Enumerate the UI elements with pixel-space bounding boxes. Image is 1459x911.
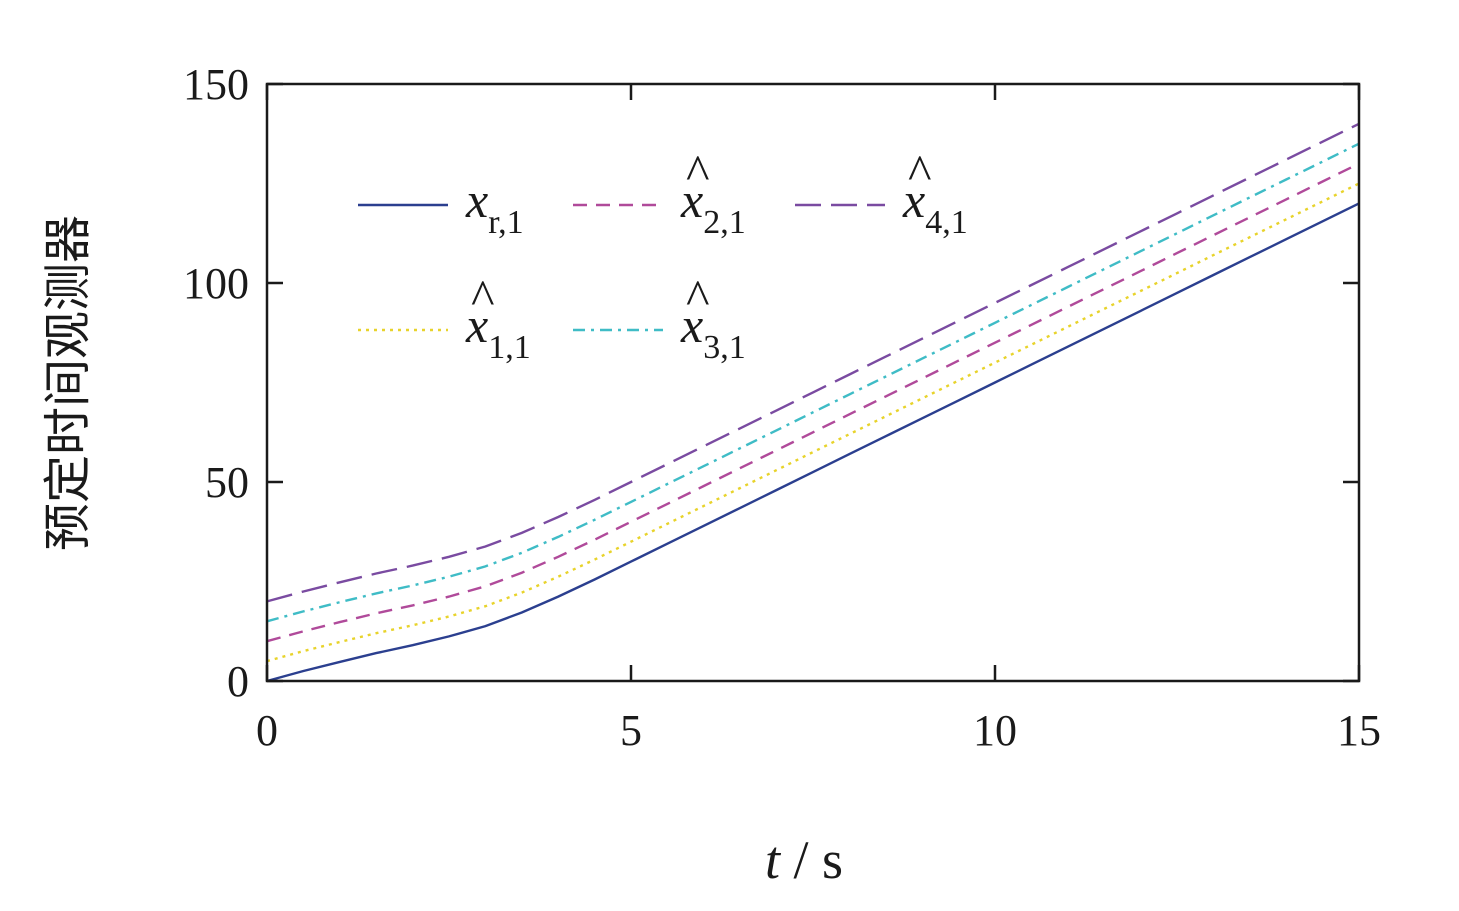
legend-label-r-1: xr,1	[465, 172, 524, 241]
legend-hat-1-1: ^	[470, 269, 494, 325]
legend: xr,1 x2,1^ x4,1^x1,1^ x3,1^	[358, 144, 968, 366]
legend-hat-4-1: ^	[907, 144, 931, 200]
legend-label-3-1: x3,1	[680, 297, 746, 366]
legend-hat-2-1: ^	[685, 144, 709, 200]
x-tick-label: 5	[620, 706, 642, 755]
x-axis-title: t / s	[765, 830, 843, 890]
legend-hat-3-1: ^	[685, 269, 709, 325]
y-tick-label: 50	[205, 458, 249, 507]
series-layer	[266, 122, 1360, 683]
y-axis-title: 预定时间观测器	[42, 215, 95, 551]
y-tick-label: 100	[183, 259, 249, 308]
legend-label-4-1: x4,1	[902, 172, 968, 241]
plot-frame	[265, 82, 1361, 683]
series-line-4-1	[266, 122, 1360, 603]
x-tick-label: 0	[256, 706, 278, 755]
series-line-2-1	[266, 162, 1360, 643]
y-tick-label: 0	[227, 657, 249, 706]
x-tick-label: 15	[1337, 706, 1381, 755]
series-line-r-1	[266, 202, 1360, 683]
x-axis-var: t	[765, 830, 782, 890]
series-line-3-1	[266, 142, 1360, 623]
legend-label-2-1: x2,1	[680, 172, 746, 241]
x-axis-sep: /	[780, 830, 822, 890]
legend-label-1-1: x1,1	[465, 297, 531, 366]
series-line-1-1	[266, 182, 1360, 663]
y-tick-label: 150	[183, 60, 249, 109]
x-tick-label: 10	[973, 706, 1017, 755]
x-axis-unit: s	[822, 830, 843, 890]
